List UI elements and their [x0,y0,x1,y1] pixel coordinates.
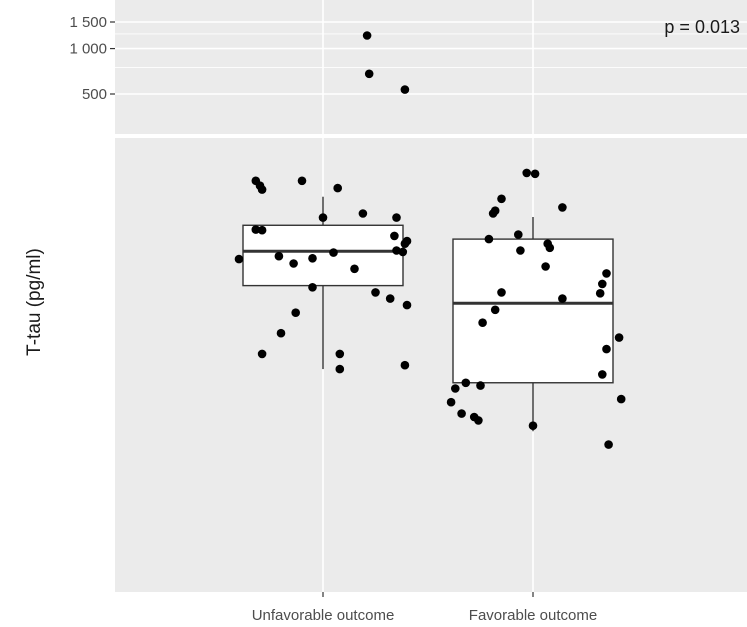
data-point [446,397,456,407]
data-point [291,308,301,318]
data-point [358,209,368,218]
data-point [530,169,540,179]
upper-break-divider [115,134,747,138]
data-point [616,394,626,404]
data-point [541,262,550,271]
data-point [400,360,410,370]
data-point [490,305,500,315]
data-point [350,264,359,274]
data-point [402,300,412,310]
data-point [528,421,538,431]
data-point [335,364,345,374]
data-point [333,183,343,193]
data-point [558,203,567,212]
data-point [257,225,267,235]
data-point [602,344,611,354]
point-layer [234,31,626,449]
data-point [297,176,307,186]
data-point [595,289,605,298]
data-point [364,69,374,79]
data-point [545,243,555,253]
data-point [274,251,284,261]
data-point [614,333,624,342]
plot-panel [115,0,747,592]
data-point [251,225,261,234]
iqr-box [452,238,614,384]
data-point [392,213,401,222]
data-point [516,246,525,255]
data-point [257,349,267,359]
data-point [385,294,395,303]
y-tick-label: 500 [82,86,107,103]
x-tick-label: Unfavorable outcome [252,607,395,624]
data-point [390,231,399,241]
data-point [308,253,317,263]
data-point [558,294,567,303]
data-point [461,378,471,388]
p-value-annotation: p = 0.013 [664,17,740,37]
data-point [276,328,286,338]
data-point [398,247,408,257]
data-point [484,234,494,244]
data-point [362,31,372,40]
y-tick-label: 1 000 [69,41,107,58]
data-point [478,318,487,328]
data-point [598,279,607,289]
data-point [497,194,506,204]
data-point [308,283,317,292]
data-point [451,384,460,393]
data-point [598,370,607,379]
data-point [602,269,611,278]
data-point [329,248,338,257]
data-point [335,349,345,359]
data-point [457,409,466,418]
data-point [514,230,523,239]
y-axis-label: T-tau (pg/ml) [24,248,45,356]
x-tick-label: Favorable outcome [469,607,597,624]
data-point [289,259,298,268]
iqr-box [242,224,404,287]
data-point [318,213,328,222]
axis-layer: 500 1 000 1 500 Unfavorable outcome Favorabl… [69,14,597,624]
data-point [476,381,485,390]
box-2 [452,216,614,432]
data-point [497,288,506,297]
data-point [234,254,244,264]
data-point [522,168,531,178]
data-point [257,185,267,194]
y-tick-label: 1 500 [69,14,107,31]
data-point [371,288,380,297]
data-point [488,209,498,218]
data-point [400,85,410,94]
data-point [400,239,410,248]
data-point [604,440,613,449]
data-point [474,416,483,425]
